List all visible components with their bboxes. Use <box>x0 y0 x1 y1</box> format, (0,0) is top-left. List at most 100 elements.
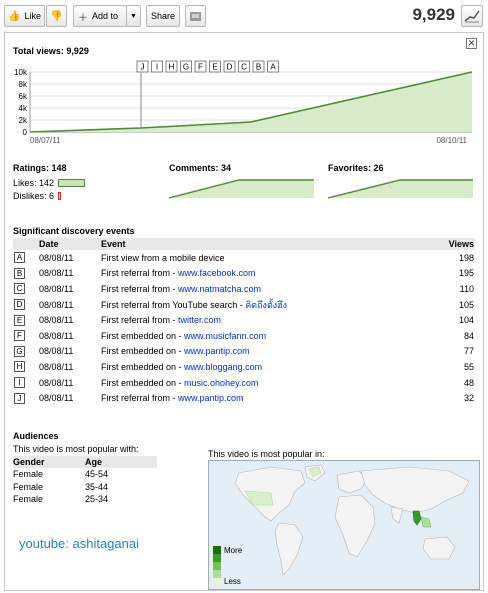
table-row: H 08/08/11 First embedded on - www.blogg… <box>13 359 475 375</box>
event-date: 08/08/11 <box>39 315 74 326</box>
event-link[interactable]: twitter.com <box>178 315 222 326</box>
table-row: A 08/08/11 First view from a mobile devi… <box>13 250 475 266</box>
event-marker-box[interactable] <box>194 60 207 73</box>
table-row: F 08/08/11 First embedded on - www.music… <box>13 328 475 344</box>
event-marker[interactable]: E <box>14 314 25 326</box>
event-marker[interactable]: F <box>14 330 25 342</box>
event-link[interactable]: www.bloggang.com <box>184 361 263 372</box>
event-marker-box[interactable] <box>136 60 149 73</box>
event-link[interactable]: www.pantip.com <box>184 346 250 357</box>
table-row: Female 45-54 <box>13 468 157 481</box>
audience-age: 35-44 <box>85 481 109 492</box>
event-marker-box[interactable] <box>180 60 192 73</box>
dislike-button[interactable]: 👎 <box>46 5 67 27</box>
event-marker[interactable]: J <box>14 392 25 404</box>
x-end-label: 08/10/11 <box>436 136 467 145</box>
event-marker-box[interactable] <box>223 60 236 73</box>
event-marker[interactable]: C <box>14 283 25 295</box>
event-marker-label: C <box>241 63 247 72</box>
event-text: First referral from - <box>101 283 179 294</box>
event-marker[interactable]: I <box>14 377 25 389</box>
table-row: Female 25-34 <box>13 493 157 506</box>
header-views: Views <box>428 238 475 250</box>
event-text: First referral from - <box>101 315 179 326</box>
audience-gender: Female <box>13 469 44 480</box>
event-marker-box[interactable] <box>252 60 265 73</box>
events-header-row: Date Event Views <box>13 238 475 250</box>
event-marker-box[interactable] <box>151 60 163 73</box>
event-description: First referral from - twitter.com <box>101 312 429 328</box>
thumbs-up-icon: 👍 <box>8 10 21 22</box>
event-marker-box[interactable] <box>238 60 250 73</box>
favorites-sparkline <box>328 179 473 199</box>
y-tick-labels: 10k 8k 6k 4k 2k 0 <box>14 68 28 137</box>
add-to-dropdown-button[interactable]: ▼ <box>126 5 141 27</box>
event-date: 08/08/11 <box>39 252 74 263</box>
europe-shape <box>336 470 368 494</box>
views-area <box>30 72 472 132</box>
show-statistics-button[interactable] <box>461 5 483 27</box>
event-date: 08/08/11 <box>39 330 74 341</box>
event-marker-box[interactable] <box>267 60 279 73</box>
favorites-line <box>328 179 473 199</box>
event-marker[interactable]: H <box>14 361 25 373</box>
share-button[interactable]: Share <box>146 5 180 27</box>
add-to-button[interactable]: ＋ Add to <box>73 5 127 27</box>
event-date: 08/08/11 <box>39 377 74 388</box>
header-marker <box>13 238 39 250</box>
y-tick-label: 8k <box>19 80 28 89</box>
event-marker-box[interactable] <box>165 60 178 73</box>
map-legend <box>213 546 221 586</box>
event-marker-label: I <box>156 63 158 72</box>
event-link[interactable]: www.natmatcha.com <box>178 283 262 294</box>
event-link[interactable]: www.pantip.com <box>178 393 244 404</box>
comments-area <box>169 180 314 198</box>
event-marker[interactable]: G <box>14 345 25 357</box>
world-map[interactable]: More Less <box>208 460 480 590</box>
event-description: First embedded on - www.pantip.com <box>101 344 429 360</box>
event-marker-box[interactable] <box>209 60 221 73</box>
table-row: Female 35-44 <box>13 481 157 494</box>
statistics-panel: ✕ Total views: 9,929 10k 8k 6k 4k 2k 0 J… <box>4 32 484 591</box>
event-views: 104 <box>458 315 474 326</box>
event-link[interactable]: คิดถึงตั้งฮึง <box>245 299 288 310</box>
event-marker[interactable]: B <box>14 267 25 279</box>
plus-icon: ＋ <box>78 12 88 24</box>
india-shape <box>390 506 404 524</box>
like-button[interactable]: 👍 Like <box>4 5 45 27</box>
event-marker-label: B <box>256 63 261 72</box>
event-date: 08/08/11 <box>39 393 74 404</box>
event-marker[interactable]: D <box>14 299 25 311</box>
event-link[interactable]: www.musicfann.com <box>184 330 267 341</box>
event-views: 77 <box>463 346 474 357</box>
dislikes-row: Dislikes: 6 <box>13 191 62 201</box>
africa-shape <box>334 494 376 558</box>
y-tick-label: 6k <box>19 92 28 101</box>
header-date: Date <box>39 238 101 250</box>
event-marker[interactable]: A <box>14 252 25 264</box>
table-row: B 08/08/11 First referral from - www.fac… <box>13 266 475 282</box>
event-link[interactable]: music.ohohey.com <box>184 377 259 388</box>
event-marker-label: F <box>198 63 203 72</box>
event-text: First referral from - <box>101 393 179 404</box>
y-tick-label: 0 <box>23 128 28 137</box>
event-date: 08/08/11 <box>39 283 74 294</box>
event-views: 55 <box>463 361 474 372</box>
event-description: First referral from - www.pantip.com <box>101 390 429 406</box>
favorites-title: Favorites: 26 <box>328 163 384 173</box>
chevron-down-icon: ▼ <box>130 12 137 20</box>
flag-button[interactable] <box>185 5 206 27</box>
add-to-label: Add to <box>92 11 119 21</box>
event-marker-label: D <box>227 63 233 72</box>
legend-more-label: More <box>224 546 243 555</box>
comments-title: Comments: 34 <box>169 163 232 173</box>
event-link[interactable]: www.facebook.com <box>178 268 256 279</box>
event-text: First embedded on - <box>101 346 185 357</box>
audience-gender: Female <box>13 494 44 505</box>
video-action-toolbar: 👍 Like 👎 ＋ Add to ▼ Share 9,929 <box>0 0 488 34</box>
event-views: 32 <box>463 393 474 404</box>
legend-swatch <box>213 562 221 570</box>
table-row: C 08/08/11 First referral from - www.nat… <box>13 281 475 297</box>
close-icon[interactable]: ✕ <box>466 38 477 49</box>
